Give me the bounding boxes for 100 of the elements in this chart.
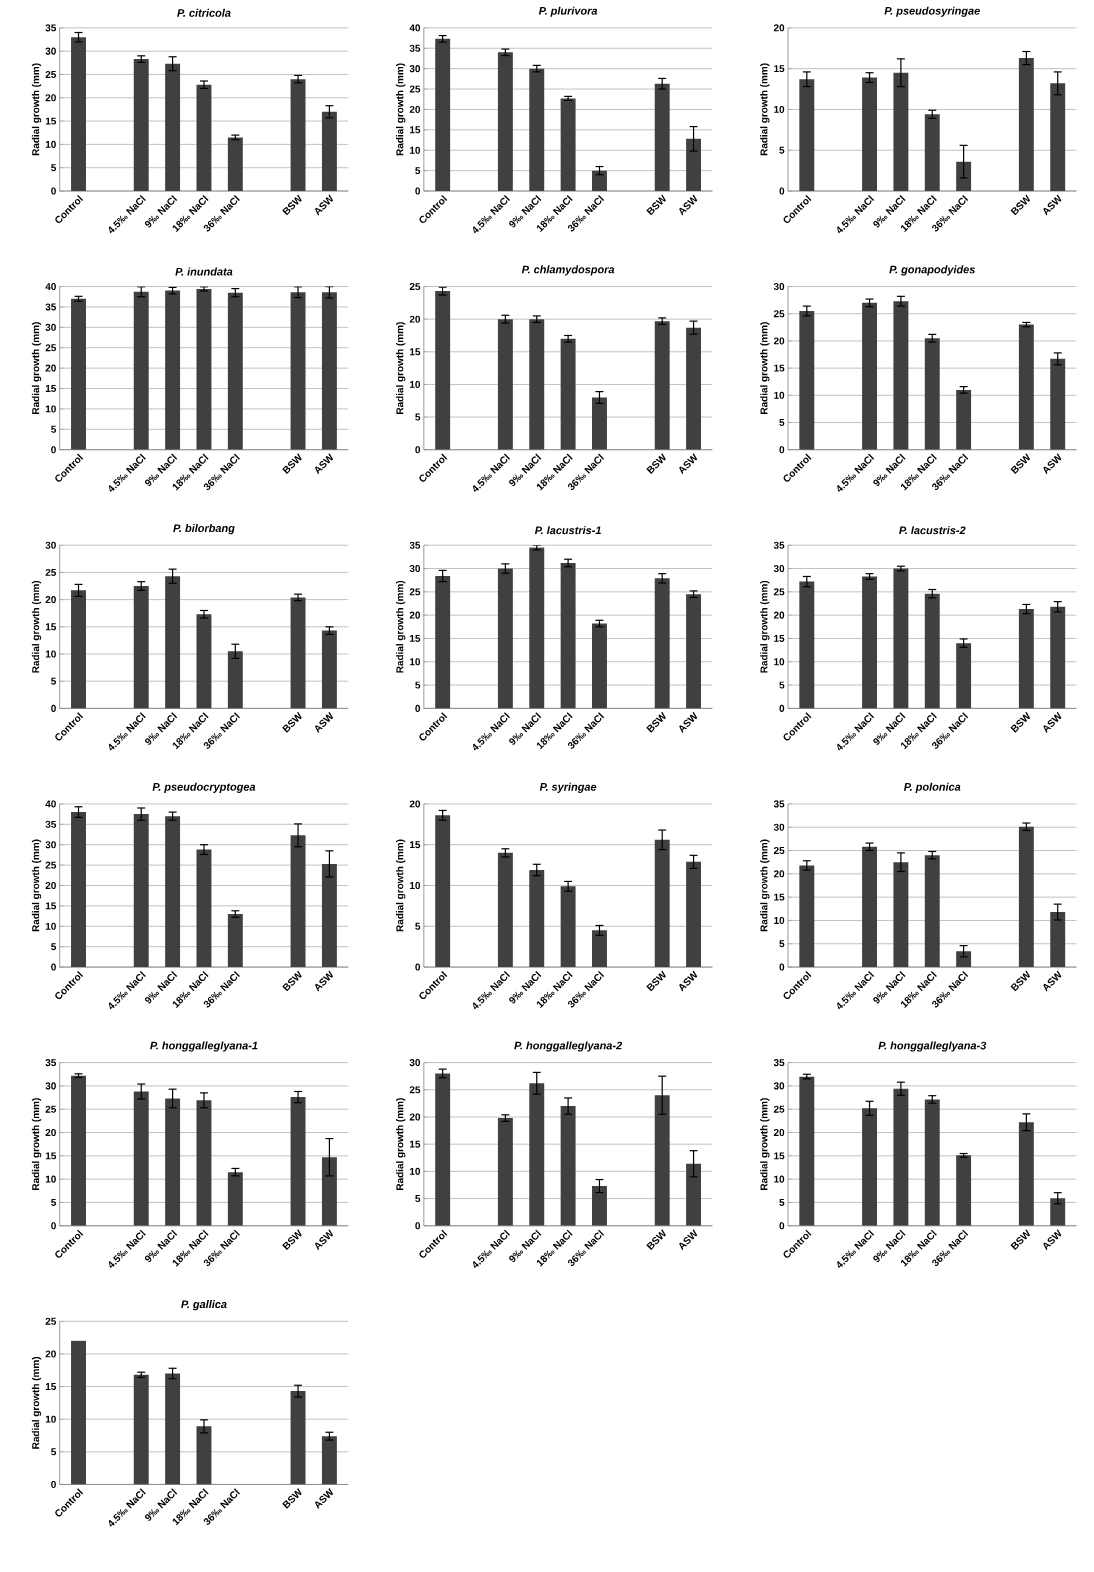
bar (685, 594, 701, 709)
bar (591, 1186, 607, 1226)
bar (924, 114, 940, 192)
bar (321, 1157, 337, 1226)
bar (591, 623, 607, 709)
bar (196, 1100, 212, 1226)
bar (70, 37, 86, 192)
bar (434, 576, 450, 709)
bar (133, 586, 149, 709)
bar (290, 79, 306, 192)
bar (560, 1106, 576, 1226)
bar (196, 614, 212, 709)
bar (290, 835, 306, 968)
bar (560, 338, 576, 450)
bar (70, 590, 86, 709)
bar (133, 814, 149, 968)
bar (227, 651, 243, 709)
bar (1050, 358, 1065, 450)
bar (70, 1340, 86, 1485)
bar (654, 83, 670, 192)
bar (321, 630, 337, 709)
bar (196, 849, 212, 968)
bar (529, 547, 544, 709)
bar (290, 1097, 306, 1226)
bar (290, 1391, 306, 1485)
bar (1018, 1122, 1034, 1226)
bar (497, 52, 513, 192)
bar (924, 855, 940, 968)
bar (321, 111, 337, 192)
bar (164, 1098, 180, 1226)
bar (1018, 826, 1034, 968)
bar (893, 862, 909, 968)
bar (70, 812, 86, 968)
bar (955, 161, 971, 192)
bar (434, 291, 450, 450)
bar (654, 578, 670, 709)
bar (654, 839, 670, 968)
bar (560, 98, 576, 192)
bar (893, 1088, 909, 1226)
bar (560, 562, 576, 709)
bar (955, 951, 971, 968)
bar (290, 597, 306, 709)
bar (133, 1374, 149, 1485)
bar (196, 1426, 212, 1485)
bar (799, 311, 815, 450)
bar (654, 1095, 670, 1226)
bar (685, 1163, 701, 1226)
bar (497, 852, 513, 968)
bar (799, 581, 815, 709)
bar (164, 1373, 180, 1485)
bar (529, 68, 544, 192)
bar (861, 77, 877, 192)
bar (893, 72, 909, 192)
bar (1050, 1198, 1065, 1226)
bar (434, 1073, 450, 1226)
bar (799, 865, 815, 968)
bar (685, 138, 701, 192)
bar (799, 79, 815, 192)
bar (529, 870, 544, 968)
bar (591, 170, 607, 192)
bar (861, 1108, 877, 1226)
bar (227, 137, 243, 192)
bar (1018, 324, 1034, 450)
bar (434, 38, 450, 192)
bar (955, 643, 971, 709)
bar (924, 593, 940, 709)
bar (591, 397, 607, 450)
bar (1018, 58, 1034, 192)
bar (893, 568, 909, 709)
bar (685, 861, 701, 968)
bar (560, 886, 576, 968)
bar (893, 301, 909, 450)
bar (321, 1436, 337, 1485)
bar (529, 319, 544, 450)
bar (1018, 609, 1034, 709)
bar (654, 321, 670, 450)
bar (955, 389, 971, 450)
bar (1050, 83, 1065, 192)
bar (70, 1075, 86, 1226)
bar (227, 1172, 243, 1226)
bar (861, 302, 877, 450)
bar (924, 1099, 940, 1226)
bar (924, 338, 940, 450)
bar (799, 1076, 815, 1226)
bar (497, 568, 513, 709)
bar (955, 1155, 971, 1226)
bar (164, 63, 180, 192)
bar (227, 914, 243, 968)
bar (591, 930, 607, 968)
bar (861, 576, 877, 709)
bar (133, 59, 149, 192)
bar (497, 1118, 513, 1226)
bar (164, 816, 180, 968)
bar (434, 815, 450, 968)
bar (497, 319, 513, 450)
bar (321, 863, 337, 968)
bar (1050, 912, 1065, 968)
bar (133, 1091, 149, 1226)
bar (164, 576, 180, 709)
bar (196, 84, 212, 192)
